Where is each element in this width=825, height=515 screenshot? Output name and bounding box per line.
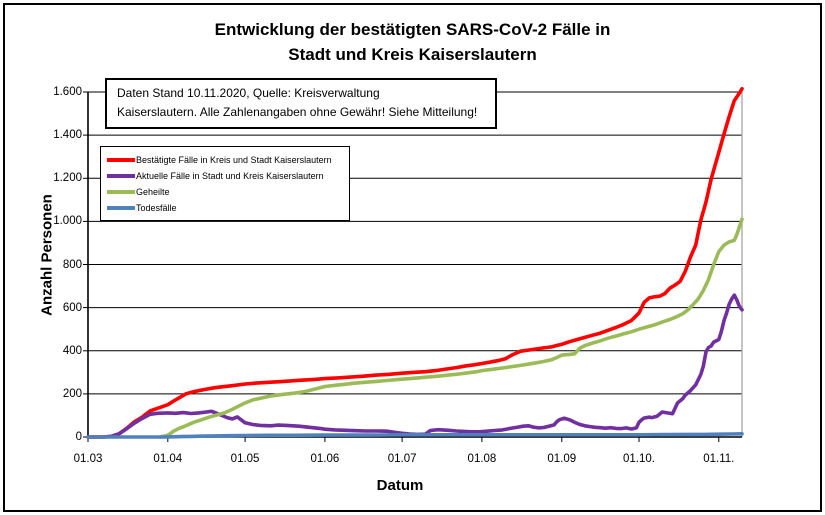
legend-swatch-todesfaelle	[107, 206, 135, 210]
y-axis-title: Anzahl Personen	[38, 194, 56, 316]
y-tick-label: 800	[62, 258, 82, 271]
y-tick-label: 1.400	[53, 129, 82, 142]
series-line-3	[86, 431, 744, 439]
y-tick-label: 1.200	[53, 172, 82, 185]
chart-title: Entwicklung der bestätigten SARS-CoV-2 F…	[0, 17, 825, 67]
x-tick-label: 01.09	[547, 453, 577, 465]
legend-item-bestaetigte: Bestätigte Fälle in Kreis und Stadt Kais…	[107, 152, 347, 168]
chart-title-line1: Entwicklung der bestätigten SARS-CoV-2 F…	[214, 20, 611, 39]
legend-item-todesfaelle: Todesfälle	[107, 200, 347, 216]
legend-label-geheilte: Geheilte	[136, 187, 170, 197]
x-tick-label: 01.06	[310, 453, 340, 465]
x-axis-title: Datum	[376, 477, 424, 494]
legend-item-aktuelle: Aktuelle Fälle in Stadt und Kreis Kaiser…	[107, 168, 347, 184]
annotation-line2: Kaiserslautern. Alle Zahlenangaben ohne …	[117, 105, 478, 119]
y-tick-label: 0	[75, 431, 82, 443]
legend-label-bestaetigte: Bestätigte Fälle in Kreis und Stadt Kais…	[136, 155, 332, 165]
y-tick-label: 600	[62, 301, 82, 314]
x-tick-label: 01.03	[73, 453, 103, 465]
y-tick-label: 200	[62, 387, 82, 400]
legend-item-geheilte: Geheilte	[107, 184, 347, 200]
x-tick-label: 01.05	[230, 453, 260, 465]
x-tick-label: 01.07	[387, 453, 417, 465]
series-line-2	[158, 217, 744, 439]
y-tick-label: 400	[62, 344, 82, 357]
plot-area	[83, 86, 744, 442]
chart-title-line2: Stadt und Kreis Kaiserslautern	[288, 45, 537, 64]
x-tick-label: 01.04	[153, 453, 183, 465]
legend: Bestätigte Fälle in Kreis und Stadt Kais…	[100, 146, 350, 221]
x-tick-label: 01.10.	[623, 453, 655, 465]
data-source-annotation-box: Daten Stand 10.11.2020, Quelle: Kreisver…	[105, 78, 497, 129]
y-tick-label: 1.000	[53, 215, 82, 228]
legend-label-aktuelle: Aktuelle Fälle in Stadt und Kreis Kaiser…	[136, 171, 324, 181]
legend-swatch-bestaetigte	[107, 158, 135, 162]
y-tick-label: 1.600	[53, 86, 82, 98]
x-tick-label: 01.11.	[703, 453, 735, 465]
gridlines	[83, 91, 742, 442]
legend-label-todesfaelle: Todesfälle	[136, 203, 177, 213]
series-line-1	[86, 293, 744, 439]
annotation-line1: Daten Stand 10.11.2020, Quelle: Kreisver…	[117, 86, 380, 100]
series-line-0	[86, 86, 744, 439]
x-tick-label: 01.08	[467, 453, 497, 465]
legend-swatch-geheilte	[107, 190, 135, 194]
legend-swatch-aktuelle	[107, 174, 135, 178]
